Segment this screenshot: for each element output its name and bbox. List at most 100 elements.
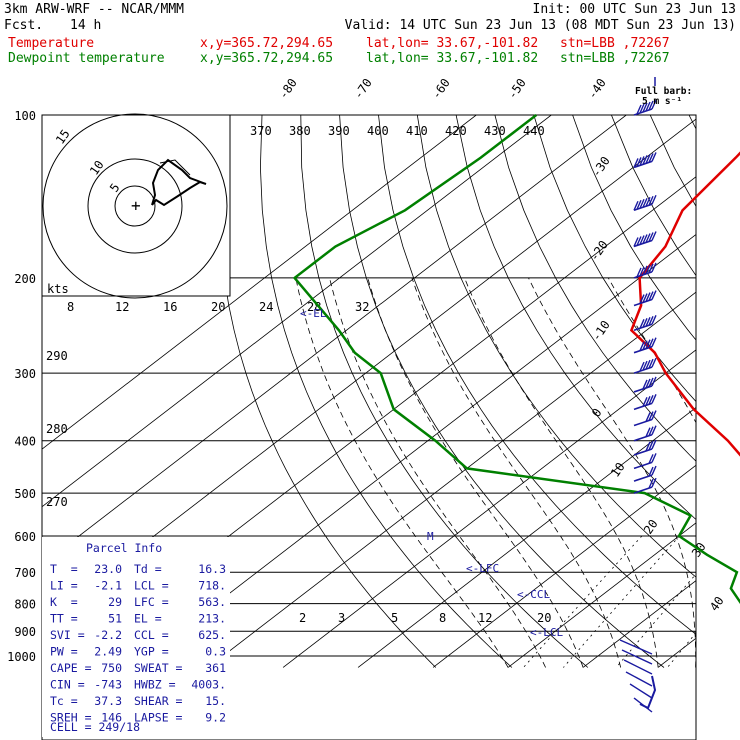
- parcel-param-value: 563.: [198, 595, 226, 609]
- mixing-ratio-label: 5: [391, 611, 398, 625]
- isotherm-line: [357, 407, 696, 668]
- isotherm-line: [42, 115, 477, 450]
- parcel-param-value: 9.2: [205, 711, 226, 725]
- isotherm-line: [507, 522, 696, 668]
- mixing-ratio-label: 2: [299, 611, 306, 625]
- wind-barb-flag: [651, 357, 657, 368]
- hodograph-speed-label: 16: [163, 300, 177, 314]
- wind-barb-flag: [639, 198, 645, 209]
- wind-barb-flag: [648, 338, 654, 348]
- mixing-ratio-line: [667, 632, 696, 668]
- wind-barb: [633, 194, 657, 212]
- wind-barb-flag: [636, 104, 642, 115]
- wind-barb-flag: [636, 267, 642, 278]
- parcel-param-name: SHEAR =: [134, 694, 183, 708]
- parcel-param-name: LCL =: [134, 579, 169, 593]
- wind-barb-flag: [645, 233, 651, 243]
- wind-barb-flag: [651, 99, 657, 110]
- wind-barb-flag: [645, 396, 651, 406]
- parcel-param-value: 16.3: [198, 562, 226, 576]
- parcel-param-name: K =: [50, 595, 78, 609]
- parcel-param-name: LFC =: [134, 595, 169, 609]
- surface-wind-barb: [639, 675, 657, 710]
- pressure-tick-label: 600: [14, 530, 36, 544]
- wind-barb-flag: [648, 411, 654, 421]
- parcel-param-value: 23.0: [94, 562, 122, 576]
- wind-barb-flag: [651, 290, 657, 300]
- wind-barb-flag: [648, 395, 654, 405]
- parcel-param-name: Td =: [134, 562, 162, 576]
- hodograph-speed-label: 20: [211, 300, 225, 314]
- theta-tick-label: 380: [289, 124, 311, 138]
- theta-tick-label: 400: [367, 124, 389, 138]
- wind-barb-staff: [629, 683, 653, 699]
- el-marker: <-EL: [300, 307, 327, 320]
- wind-barb: [633, 394, 657, 411]
- pressure-tick-label: 300: [14, 367, 36, 381]
- parcel-param-name: SREH =: [50, 711, 92, 725]
- dry-adiabat: [259, 115, 513, 668]
- mixing-ratio-label: 3: [338, 611, 345, 625]
- barb-legend: Full barb: 5 m s⁻¹: [635, 77, 692, 107]
- wind-barb-flag: [642, 293, 648, 303]
- wind-barb-flag: [648, 377, 654, 388]
- wind-barb-flag: [642, 234, 648, 244]
- pressure-tick-label: 1000: [7, 650, 36, 664]
- pressure-tick-label: 500: [14, 487, 36, 501]
- wind-barb-flag: [642, 340, 648, 350]
- pressure-tick-label: 200: [14, 272, 36, 286]
- wind-barb-staff: [619, 639, 653, 655]
- wind-barb: [633, 99, 657, 116]
- parcel-param-value: -743: [94, 678, 122, 692]
- isotherm-line: [582, 580, 696, 668]
- wind-barb-flag: [636, 157, 642, 167]
- wind-barb: [633, 477, 657, 494]
- wind-barb-flag: [642, 102, 648, 113]
- hodograph-units: kts: [47, 282, 69, 296]
- hodograph-frame: [41, 114, 231, 297]
- wind-barb-flag: [648, 426, 654, 436]
- hodograph-speed-label: 24: [259, 300, 273, 314]
- parcel-param-value: 361: [205, 661, 226, 675]
- moist-adiabat: [607, 277, 696, 424]
- low-level-wind-barbs: [619, 639, 657, 713]
- isotherm-line: [42, 115, 552, 508]
- hodograph-speed-label: 32: [355, 300, 369, 314]
- wind-barb-flag: [636, 236, 642, 246]
- wind-barb: [633, 376, 657, 393]
- hodograph-ring-15: [42, 113, 228, 299]
- wind-barb: [633, 231, 657, 248]
- wind-barb: [633, 357, 657, 374]
- wind-barb-flag: [645, 339, 651, 349]
- lcl-marker: <-LCL: [530, 626, 563, 639]
- hodograph-storm-motion: [159, 159, 191, 176]
- valid-time: Valid: 14 UTC Sun 23 Jun 13 (08 MDT Sun …: [344, 18, 736, 33]
- wind-barb-flag: [651, 439, 657, 450]
- pressure-tick-label: 700: [14, 566, 36, 580]
- wind-barb-flag: [648, 478, 654, 489]
- isotherm-line: [207, 291, 696, 668]
- wind-barb-flag: [651, 453, 657, 463]
- isotherm-tick-label: -70: [351, 76, 375, 102]
- wind-barb-flag: [639, 361, 645, 372]
- parcel-param-value: 51: [108, 612, 122, 626]
- wind-barb-flag: [648, 291, 654, 301]
- parcel-param-value: 146: [101, 711, 122, 725]
- temperature-latlon: lat,lon= 33.67,-101.82: [366, 36, 539, 51]
- lfc-marker: <-LFC: [466, 562, 499, 575]
- hodograph-origin-plus: +: [131, 196, 141, 215]
- dewpoint-station: stn=LBB ,72267: [560, 51, 670, 66]
- parcel-param-name: PW =: [50, 645, 78, 659]
- wind-barb-flag: [645, 101, 651, 112]
- wind-barb-flag: [648, 263, 654, 274]
- hodograph-ring-label: 15: [53, 127, 73, 147]
- theta-tick-label: 280: [46, 422, 68, 436]
- wind-barb-flag: [648, 440, 654, 451]
- hodograph: + 15 10 5 kts: [41, 113, 231, 299]
- dry-adiabat: [218, 115, 437, 668]
- wind-barb: [633, 152, 657, 169]
- cell-motion: CELL = 249/18: [50, 720, 140, 734]
- isotherm-tick-label: -50: [505, 76, 529, 102]
- wind-barb: [633, 262, 657, 279]
- wind-barb-flag: [651, 231, 657, 241]
